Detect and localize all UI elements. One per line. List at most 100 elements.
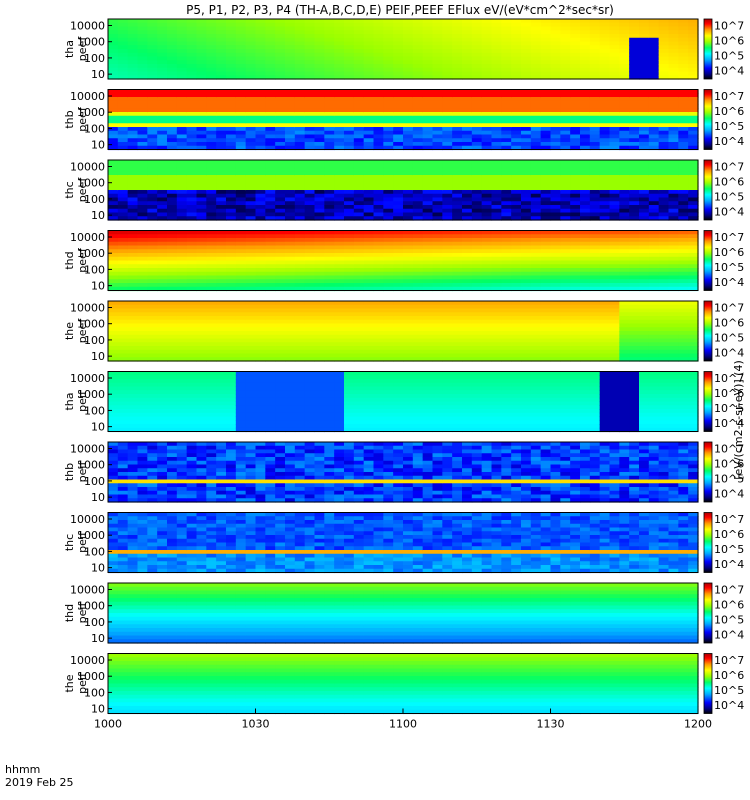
heatmap-cell — [570, 186, 581, 191]
heatmap-cell — [176, 41, 188, 46]
heatmap-cell — [157, 405, 168, 410]
heatmap-cell — [668, 338, 679, 343]
heatmap-cell — [255, 334, 266, 340]
heatmap-cell — [422, 171, 434, 176]
heatmap-cell — [373, 238, 384, 243]
heatmap-cell — [688, 327, 699, 332]
heatmap-cell — [235, 249, 247, 254]
heatmap-cell — [344, 342, 355, 347]
heatmap-cell — [599, 323, 611, 328]
heatmap-cell — [668, 327, 679, 332]
heatmap-cell — [383, 56, 394, 61]
heatmap-cell — [452, 190, 463, 195]
heatmap-cell — [304, 127, 316, 132]
heatmap-cell — [314, 175, 325, 180]
heatmap-cell — [363, 357, 375, 362]
heatmap-cell — [196, 316, 207, 321]
heatmap-cell — [353, 104, 365, 109]
heatmap-cell — [176, 67, 188, 73]
heatmap-cell — [560, 138, 571, 143]
heatmap-cell — [609, 30, 620, 35]
heatmap-cell — [206, 115, 217, 121]
heatmap-cell — [147, 371, 158, 376]
heatmap-cell — [108, 138, 119, 143]
heatmap-cell — [383, 323, 394, 328]
heatmap-cell — [393, 230, 404, 235]
heatmap-cell — [521, 145, 532, 151]
heatmap-cell — [127, 145, 139, 151]
heatmap-cell — [245, 301, 257, 306]
heatmap-cell — [353, 160, 365, 165]
heatmap-cell — [629, 145, 640, 151]
heatmap-cell — [265, 216, 276, 221]
heatmap-cell — [560, 145, 571, 151]
heatmap-cell — [452, 357, 463, 362]
heatmap-cell — [540, 138, 552, 143]
heatmap-cell — [688, 67, 699, 73]
heatmap-cell — [580, 163, 591, 169]
heatmap-cell — [334, 279, 345, 284]
colorbar — [703, 300, 713, 362]
heatmap-cell — [117, 253, 129, 258]
heatmap-cell — [432, 316, 443, 321]
heatmap-cell — [167, 416, 178, 421]
heatmap-cell — [521, 193, 532, 199]
heatmap-cell — [353, 271, 365, 277]
heatmap-cell — [471, 167, 483, 172]
heatmap-cell — [540, 175, 552, 180]
heatmap-cell — [334, 323, 345, 328]
heatmap-cell — [570, 260, 581, 265]
heatmap-cell — [422, 93, 434, 98]
heatmap-cell — [491, 308, 502, 313]
heatmap-cell — [285, 264, 296, 269]
heatmap-cell — [157, 212, 168, 217]
heatmap-cell — [235, 193, 247, 199]
heatmap-cell — [235, 279, 247, 284]
heatmap-cell — [678, 216, 689, 221]
heatmap-cell — [196, 97, 207, 102]
heatmap-cell — [422, 268, 434, 273]
heatmap-cell — [629, 230, 640, 235]
heatmap-cell — [501, 186, 512, 191]
heatmap-cell — [373, 260, 384, 265]
heatmap-cell — [353, 134, 365, 139]
heatmap-cell — [501, 112, 512, 117]
heatmap-cell — [324, 163, 335, 169]
heatmap-cell — [530, 145, 542, 151]
heatmap-cell — [363, 89, 375, 94]
heatmap-cell — [530, 342, 542, 347]
heatmap-cell — [304, 212, 316, 217]
heatmap-cell — [196, 163, 207, 169]
heatmap-cell — [117, 319, 129, 325]
heatmap-cell — [481, 357, 493, 362]
heatmap-cell — [147, 167, 158, 172]
heatmap-cell — [668, 245, 679, 250]
heatmap-cell — [363, 312, 375, 317]
heatmap-cell — [206, 186, 217, 191]
heatmap-cell — [422, 193, 434, 199]
heatmap-cell — [629, 123, 640, 128]
heatmap-cell — [137, 409, 148, 414]
heatmap-cell — [176, 75, 188, 80]
heatmap-cell — [619, 353, 630, 358]
heatmap-cell — [511, 30, 522, 35]
heatmap-cell — [167, 19, 178, 24]
heatmap-cell — [265, 260, 276, 265]
heatmap-cell — [471, 123, 483, 128]
heatmap-cell — [648, 349, 660, 355]
heatmap-cell — [491, 34, 502, 39]
heatmap-cell — [422, 45, 434, 50]
heatmap-cell — [108, 353, 119, 358]
heatmap-cell — [137, 123, 148, 128]
colorbar-tick-label: 10^7 — [714, 161, 744, 174]
heatmap-cell — [167, 386, 178, 391]
heatmap-cell — [294, 312, 306, 317]
heatmap-cell — [157, 420, 168, 425]
heatmap-cell — [344, 119, 355, 124]
heatmap-cell — [501, 115, 512, 121]
y-tick-label: 100 — [84, 334, 105, 347]
heatmap-cell — [422, 167, 434, 172]
heatmap-cell — [324, 97, 335, 102]
heatmap-cell — [648, 52, 660, 58]
heatmap-cell — [334, 256, 345, 262]
